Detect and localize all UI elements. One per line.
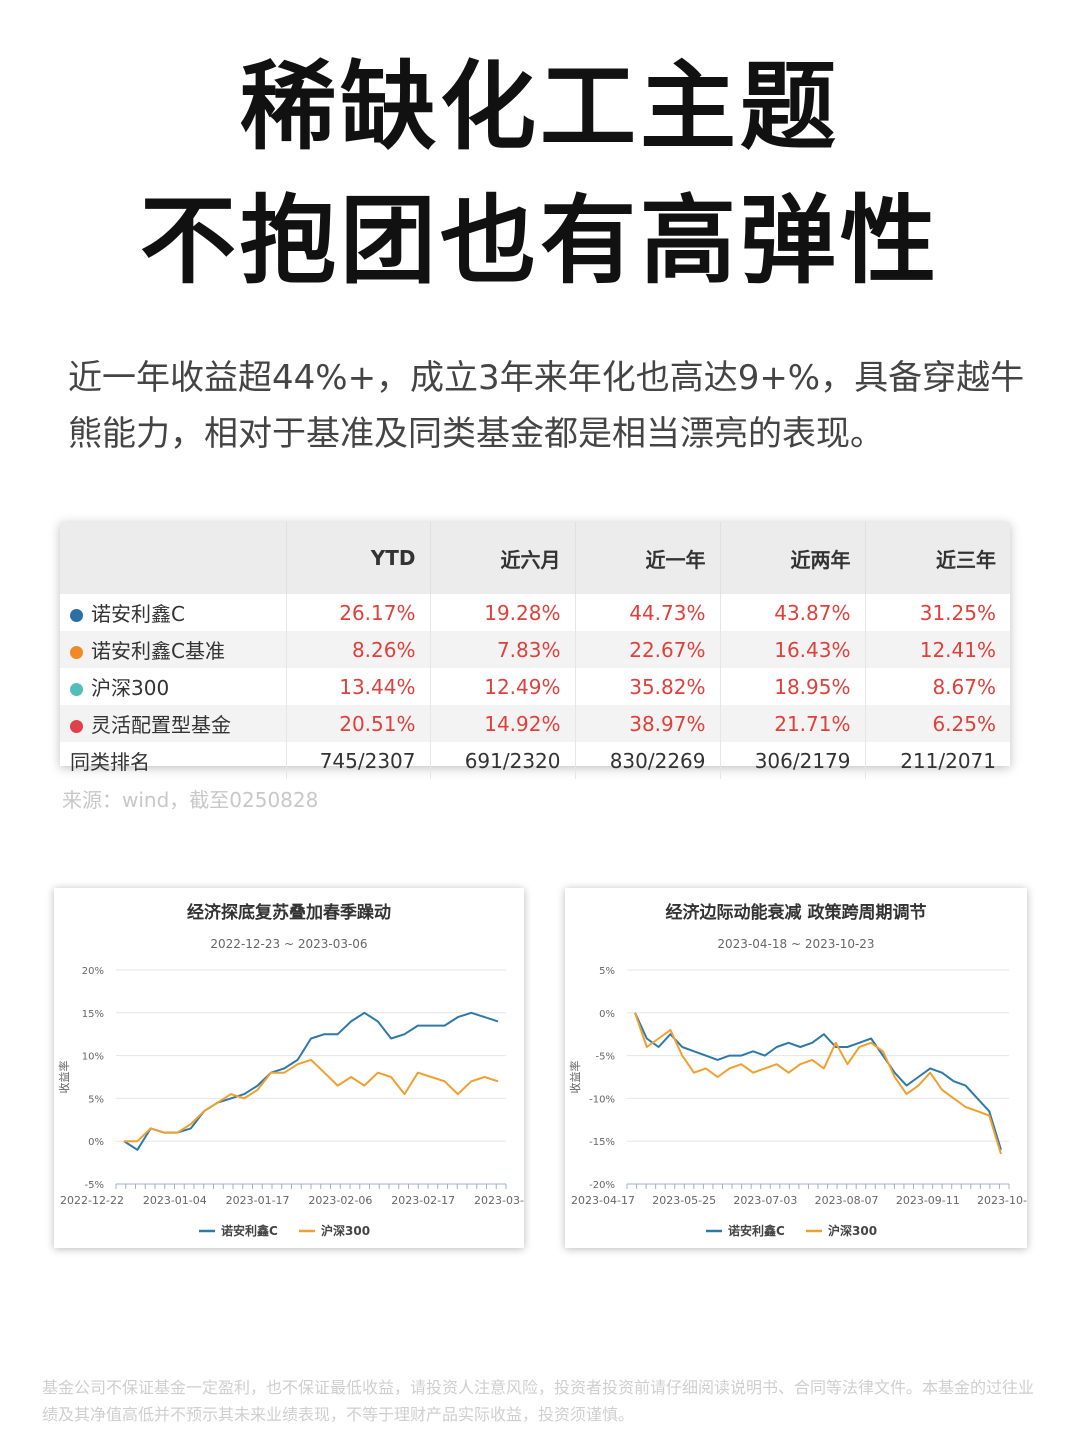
table-cell: 13.44% — [285, 668, 430, 705]
y-tick-label: 20% — [82, 966, 104, 977]
row-name: 同类排名 — [70, 750, 150, 774]
table-cell: 12.49% — [429, 668, 575, 705]
chart-subtitle: 2022-12-23 ~ 2023-03-06 — [210, 937, 367, 951]
table-cell: 6.25% — [864, 705, 1010, 742]
row-name: 沪深300 — [91, 676, 170, 700]
x-tick-label: 2023-10-23 — [977, 1194, 1027, 1207]
table-cell: 21.71% — [719, 705, 865, 742]
table-cell: 745/2307 — [285, 742, 430, 779]
table-header-row: YTD 近六月 近一年 近两年 近三年 — [60, 522, 1010, 594]
series-line — [634, 1012, 1002, 1155]
chart-subtitle: 2023-04-18 ~ 2023-10-23 — [717, 937, 874, 951]
chart-card-2: 经济边际动能衰减 政策跨周期调节 2023-04-18 ~ 2023-10-23 5… — [565, 888, 1027, 1248]
y-tick-label: 0% — [88, 1137, 104, 1148]
row-name: 诺安利鑫C — [91, 602, 185, 626]
x-tick-label: 2023-03-02 — [474, 1194, 524, 1207]
row-name-cell: 诺安利鑫C基准 — [60, 631, 286, 668]
table-header: 近一年 — [574, 522, 720, 594]
table-cell: 12.41% — [864, 631, 1010, 668]
y-tick-label: -5% — [596, 1052, 615, 1063]
y-tick-label: 5% — [88, 1094, 104, 1105]
chart-title: 经济边际动能衰减 政策跨周期调节 — [666, 902, 927, 923]
series-line — [123, 1011, 499, 1151]
line-chart-2: 经济边际动能衰减 政策跨周期调节 2023-04-18 ~ 2023-10-23 5… — [568, 902, 1027, 1238]
y-axis-label: 收益率 — [568, 1061, 582, 1094]
performance-table-card: YTD 近六月 近一年 近两年 近三年 诺安利鑫C 26.17% 19.28% … — [60, 522, 1010, 779]
y-axis-label: 收益率 — [57, 1061, 71, 1094]
row-name: 诺安利鑫C基准 — [91, 639, 225, 663]
row-name-cell: 灵活配置型基金 — [60, 705, 286, 742]
legend-label: 沪深300 — [321, 1223, 370, 1238]
table-cell: 26.17% — [285, 594, 430, 631]
y-tick-label: -10% — [589, 1094, 615, 1105]
table-cell: 19.28% — [429, 594, 575, 631]
x-tick-label: 2023-01-04 — [143, 1194, 207, 1207]
x-tick-label: 2023-02-17 — [391, 1194, 455, 1207]
table-cell: 22.67% — [574, 631, 720, 668]
x-tick-label: 2023-05-25 — [652, 1194, 716, 1207]
y-tick-label: 15% — [82, 1009, 104, 1020]
y-tick-label: 5% — [599, 966, 615, 977]
table-cell: 211/2071 — [864, 742, 1010, 779]
row-name-cell: 沪深300 — [60, 668, 286, 705]
y-tick-label: 10% — [82, 1052, 104, 1063]
disclaimer: 基金公司不保证基金一定盈利，也不保证最低收益，请投资人注意风险，投资者投资前请仔… — [42, 1378, 1035, 1424]
legend-label: 诺安利鑫C — [221, 1223, 278, 1238]
x-tick-label: 2023-09-11 — [896, 1194, 960, 1207]
table-header: 近六月 — [429, 522, 575, 594]
table-row: 灵活配置型基金 20.51% 14.92% 38.97% 21.71% 6.25… — [60, 705, 1010, 742]
legend-label: 沪深300 — [828, 1223, 877, 1238]
table-cell: 8.67% — [864, 668, 1010, 705]
table-cell: 691/2320 — [429, 742, 575, 779]
headline-line-1: 稀缺化工主题 — [240, 51, 840, 163]
x-tick-label: 2023-01-17 — [226, 1194, 290, 1207]
series-line — [634, 1012, 1002, 1151]
y-tick-label: 0% — [599, 1009, 615, 1020]
y-tick-label: -5% — [85, 1180, 104, 1191]
table-header — [60, 522, 286, 594]
x-tick-label: 2023-04-17 — [571, 1194, 635, 1207]
series-dot-icon — [70, 720, 83, 733]
table-cell: 38.97% — [574, 705, 720, 742]
y-tick-label: -20% — [589, 1180, 615, 1191]
table-cell: 35.82% — [574, 668, 720, 705]
table-cell: 20.51% — [285, 705, 430, 742]
chart-card-1: 经济探底复苏叠加春季躁动 2022-12-23 ~ 2023-03-06 20% 15… — [54, 888, 524, 1248]
source-note: 来源：wind，截至0250828 — [62, 788, 319, 812]
table-cell: 8.26% — [285, 631, 430, 668]
intro-paragraph: 近一年收益超44%+，成立3年来年化也高达9+%，具备穿越牛熊能力，相对于基准及… — [68, 358, 1025, 454]
x-tick-label: 2023-02-06 — [308, 1194, 372, 1207]
row-name: 灵活配置型基金 — [91, 713, 231, 737]
table-row-rank: 同类排名 745/2307 691/2320 830/2269 306/2179… — [60, 742, 1010, 779]
table-cell: 18.95% — [719, 668, 865, 705]
performance-table: YTD 近六月 近一年 近两年 近三年 诺安利鑫C 26.17% 19.28% … — [60, 522, 1010, 779]
table-row: 沪深300 13.44% 12.49% 35.82% 18.95% 8.67% — [60, 668, 1010, 705]
table-cell: 31.25% — [864, 594, 1010, 631]
legend-label: 诺安利鑫C — [728, 1223, 785, 1238]
series-dot-icon — [70, 683, 83, 696]
table-header: 近两年 — [719, 522, 865, 594]
table-cell: 830/2269 — [574, 742, 720, 779]
series-dot-icon — [70, 646, 83, 659]
x-tick-label: 2022-12-22 — [60, 1194, 124, 1207]
x-tick-label: 2023-08-07 — [815, 1194, 879, 1207]
x-tick-label: 2023-07-03 — [733, 1194, 797, 1207]
row-name-cell: 诺安利鑫C — [60, 594, 286, 631]
y-tick-label: -15% — [589, 1137, 615, 1148]
table-header: YTD — [285, 522, 430, 594]
table-cell: 44.73% — [574, 594, 720, 631]
table-cell: 7.83% — [429, 631, 575, 668]
table-row: 诺安利鑫C 26.17% 19.28% 44.73% 43.87% 31.25% — [60, 594, 1010, 631]
table-cell: 16.43% — [719, 631, 865, 668]
table-header: 近三年 — [864, 522, 1010, 594]
table-row: 诺安利鑫C基准 8.26% 7.83% 22.67% 16.43% 12.41% — [60, 631, 1010, 668]
table-cell: 14.92% — [429, 705, 575, 742]
series-dot-icon — [70, 609, 83, 622]
chart-title: 经济探底复苏叠加春季躁动 — [187, 902, 391, 923]
line-chart-1: 经济探底复苏叠加春季躁动 2022-12-23 ~ 2023-03-06 20% 15… — [57, 902, 524, 1238]
series-line — [124, 1058, 499, 1143]
table-cell: 306/2179 — [719, 742, 865, 779]
table-cell: 43.87% — [719, 594, 865, 631]
headline-line-2: 不抱团也有高弹性 — [140, 185, 940, 297]
